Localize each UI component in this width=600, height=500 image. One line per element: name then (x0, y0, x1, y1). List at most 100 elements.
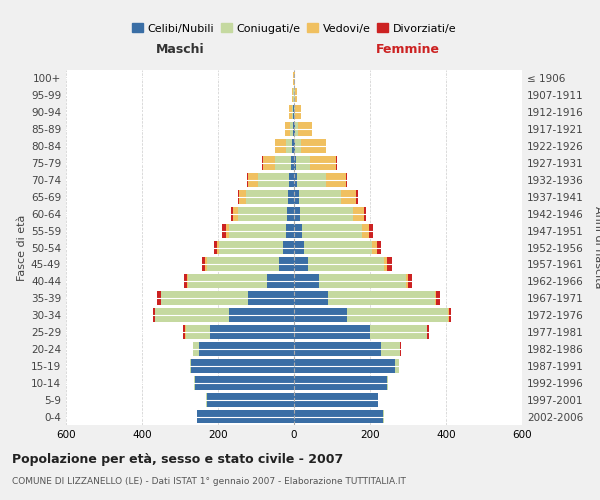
Bar (199, 342, 294, 356)
Bar (292, 88, 293, 102)
Bar (362, 224, 369, 237)
Bar (229, 224, 286, 237)
Bar (294, 325, 370, 339)
Bar (195, 376, 294, 390)
Bar (294, 122, 295, 136)
Bar (377, 240, 380, 254)
Bar (295, 88, 296, 102)
Bar (341, 190, 356, 203)
Bar (294, 224, 302, 237)
Bar (449, 308, 451, 322)
Bar (219, 240, 283, 254)
Bar (197, 410, 294, 424)
Bar (246, 190, 288, 203)
Bar (155, 308, 229, 322)
Bar (188, 274, 268, 288)
Bar (408, 274, 412, 288)
Bar (382, 342, 400, 356)
Bar (291, 156, 294, 170)
Bar (222, 224, 226, 237)
Bar (286, 139, 292, 153)
Bar (295, 139, 301, 153)
Text: Maschi: Maschi (155, 44, 205, 57)
Bar (284, 122, 290, 136)
Bar (238, 207, 287, 220)
Bar (190, 359, 191, 373)
Bar (294, 156, 296, 170)
Bar (186, 325, 211, 339)
Bar (353, 207, 364, 220)
Text: Femmine: Femmine (376, 44, 440, 57)
Bar (289, 173, 294, 187)
Bar (292, 139, 294, 153)
Bar (191, 359, 294, 373)
Bar (346, 173, 347, 187)
Bar (295, 106, 301, 119)
Bar (369, 224, 373, 237)
Bar (214, 240, 217, 254)
Bar (294, 240, 304, 254)
Bar (289, 106, 292, 119)
Bar (294, 173, 297, 187)
Bar (292, 106, 293, 119)
Bar (356, 190, 358, 203)
Bar (400, 342, 401, 356)
Bar (275, 156, 291, 170)
Bar (294, 342, 382, 356)
Bar (448, 308, 449, 322)
Bar (293, 106, 294, 119)
Bar (247, 173, 248, 187)
Bar (294, 190, 299, 203)
Bar (248, 173, 258, 187)
Bar (395, 359, 399, 373)
Bar (294, 274, 319, 288)
Bar (294, 392, 377, 406)
Bar (372, 240, 377, 254)
Text: Popolazione per età, sesso e stato civile - 2007: Popolazione per età, sesso e stato civil… (12, 452, 343, 466)
Bar (294, 376, 387, 390)
Bar (238, 190, 239, 203)
Bar (263, 156, 275, 170)
Bar (328, 292, 434, 305)
Bar (299, 190, 341, 203)
Bar (294, 359, 395, 373)
Bar (290, 122, 293, 136)
Bar (296, 156, 310, 170)
Legend: Celibi/Nubili, Coniugati/e, Vedovi/e, Divorziati/e: Celibi/Nubili, Coniugati/e, Vedovi/e, Di… (127, 19, 461, 38)
Bar (388, 258, 392, 272)
Bar (205, 258, 206, 272)
Bar (258, 173, 289, 187)
Bar (385, 258, 388, 272)
Bar (319, 274, 406, 288)
Bar (326, 173, 346, 187)
Bar (202, 258, 205, 272)
Bar (193, 342, 199, 356)
Bar (239, 190, 246, 203)
Bar (153, 308, 155, 322)
Bar (248, 292, 294, 305)
Bar (194, 376, 195, 390)
Bar (300, 207, 353, 220)
Bar (232, 207, 233, 220)
Bar (298, 122, 312, 136)
Bar (304, 240, 372, 254)
Bar (436, 292, 440, 305)
Bar (262, 156, 263, 170)
Bar (294, 207, 300, 220)
Bar (286, 224, 294, 237)
Bar (310, 156, 336, 170)
Bar (387, 376, 388, 390)
Text: COMUNE DI LIZZANELLO (LE) - Dati ISTAT 1° gennaio 2007 - Elaborazione TUTTITALIA: COMUNE DI LIZZANELLO (LE) - Dati ISTAT 1… (12, 478, 406, 486)
Bar (297, 173, 326, 187)
Bar (279, 258, 294, 272)
Bar (295, 122, 298, 136)
Bar (293, 122, 294, 136)
Bar (294, 308, 347, 322)
Y-axis label: Fasce di età: Fasce di età (17, 214, 27, 280)
Bar (406, 274, 408, 288)
Bar (233, 207, 238, 220)
Bar (206, 392, 294, 406)
Bar (294, 258, 308, 272)
Bar (211, 325, 294, 339)
Bar (301, 139, 326, 153)
